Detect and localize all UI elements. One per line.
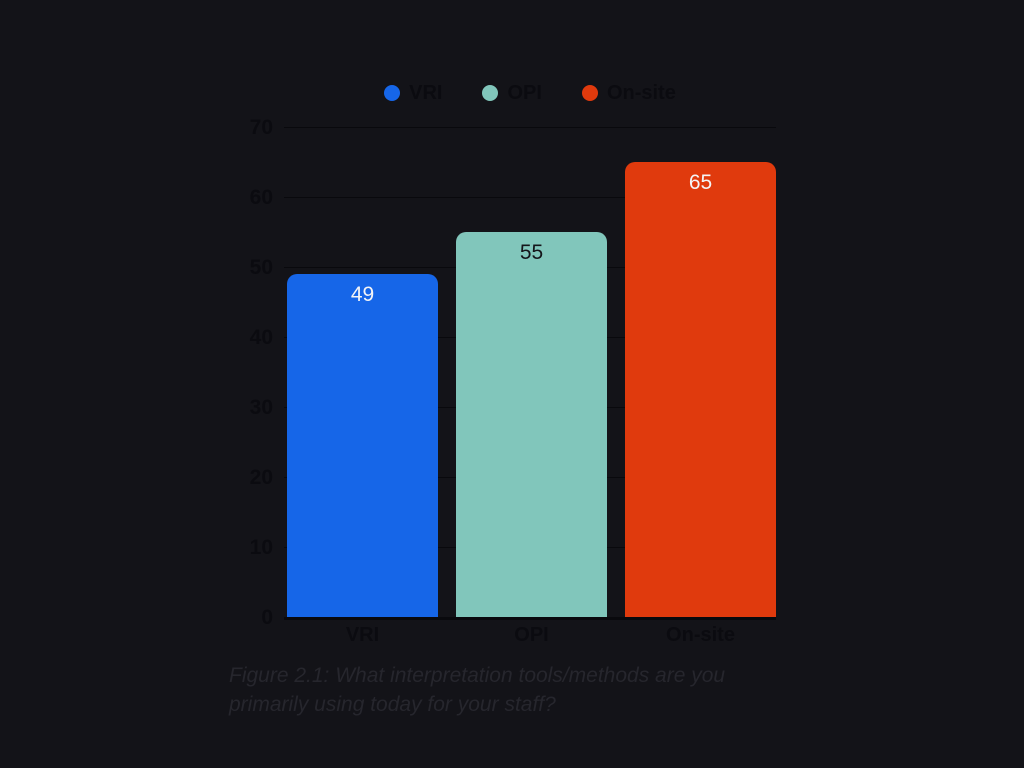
y-axis-tick-label-30: 30 <box>249 396 273 419</box>
bar-opi: 55 <box>456 232 607 617</box>
gridline-y60 <box>284 197 776 198</box>
x-axis-line <box>284 617 776 620</box>
legend-swatch-icon <box>581 85 598 101</box>
y-axis-tick-label-50: 50 <box>249 256 273 279</box>
legend-item-vri[interactable]: VRI <box>384 83 442 103</box>
legend-item-opi[interactable]: OPI <box>482 82 542 104</box>
bar-value-label-vri: 49 <box>350 283 375 306</box>
y-axis-tick-label-70: 70 <box>249 116 273 139</box>
y-axis-tick-label-60: 60 <box>249 186 273 209</box>
figure-caption: Figure 2.1: What interpretation tools/me… <box>229 664 726 716</box>
chart-legend: VRI OPI On-site <box>284 80 776 106</box>
y-axis-tick-label-0: 0 <box>261 606 273 629</box>
legend-swatch-icon <box>384 85 401 101</box>
gridline-y70 <box>284 127 776 128</box>
y-axis-tick-label-20: 20 <box>249 466 273 489</box>
legend-item-on-site[interactable]: On-site <box>581 82 676 104</box>
legend-item-label: On-site <box>606 82 676 104</box>
legend-item-label: VRI <box>409 82 443 104</box>
bar-value-label-on-site: 65 <box>688 171 713 194</box>
bar-value-label-opi: 55 <box>519 241 544 264</box>
x-axis-label-vri: VRI <box>345 624 380 646</box>
legend-swatch-icon <box>482 85 499 101</box>
bar-on-site: 65 <box>625 162 776 617</box>
y-axis-tick-label-10: 10 <box>249 536 273 559</box>
x-axis-label-opi: OPI <box>514 624 549 646</box>
x-axis-label-on-site: On-site <box>666 624 735 646</box>
y-axis-tick-label-40: 40 <box>249 326 273 349</box>
legend-item-label: OPI <box>507 82 542 104</box>
bar-vri: 49 <box>287 274 438 617</box>
